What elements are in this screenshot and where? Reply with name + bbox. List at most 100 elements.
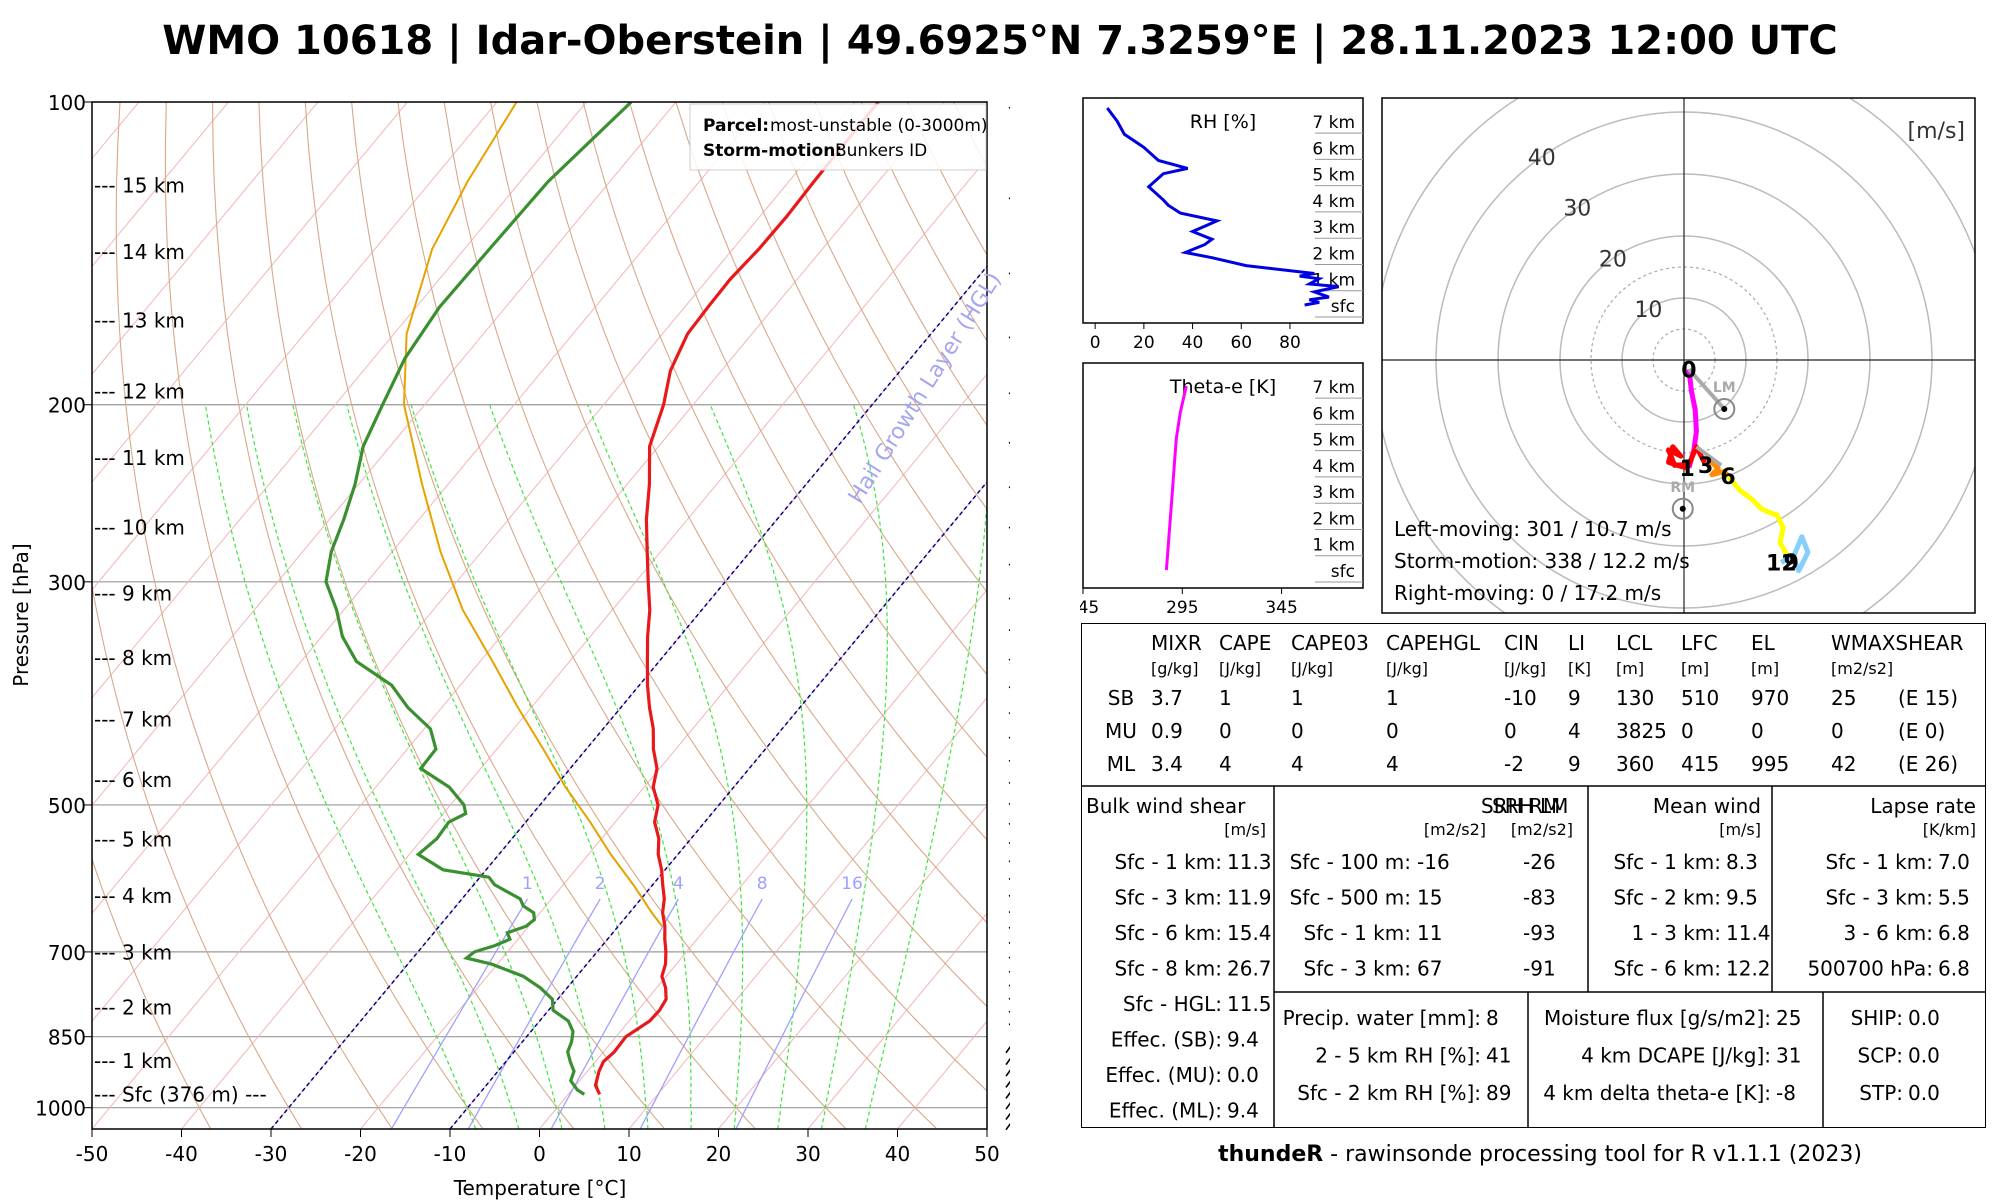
- moist-adiabat: [820, 404, 888, 1129]
- srh-key: Sfc - 3 km:: [1303, 956, 1411, 980]
- lapse-rate-title: Lapse rate: [1870, 794, 1976, 818]
- table-cell: 0: [1681, 719, 1694, 743]
- isotherm: [360, 373, 987, 1129]
- ring-label: 30: [1563, 197, 1591, 222]
- footer-text: - rawinsonde processing tool for R v1.1.…: [1323, 1142, 1862, 1167]
- lapse-rate-value: 5.5: [1938, 885, 1970, 909]
- srh-lm-value: -91: [1523, 956, 1556, 980]
- bulk-shear-value: 9.4: [1227, 1027, 1259, 1051]
- dry-adiabat: [582, 102, 987, 841]
- misc-value: 25: [1776, 1006, 1801, 1030]
- table-unit: [m]: [1751, 659, 1779, 678]
- storm-motion-label: LM: [1713, 380, 1736, 396]
- x-tick-label: 50: [974, 1142, 999, 1166]
- wind-barb: [1008, 486, 1010, 489]
- parcel-legend: Parcel: most-unstable (0-3000m) Storm-mo…: [689, 103, 988, 171]
- height-label: --- 8 km: [94, 646, 172, 670]
- isotherm: [92, 102, 408, 483]
- wind-barb: [1008, 106, 1010, 109]
- wind-barb: [1008, 970, 1010, 973]
- theta-e-profile-panel: Theta-e [K] 7 km 6 km 5 km 4 km 3 km 2 km 1 km s…: [1080, 362, 1364, 618]
- wind-barb: [1008, 629, 1010, 632]
- table-cell: 9: [1568, 752, 1581, 776]
- misc-key: Sfc - 2 km RH [%]:: [1297, 1081, 1481, 1105]
- x-tick-label: 0: [1090, 333, 1101, 353]
- table-unit: [g/kg]: [1151, 659, 1198, 678]
- legend-parcel-key: Parcel:: [703, 116, 769, 136]
- isotherm: [92, 102, 587, 699]
- x-tick-label: -30: [255, 1142, 288, 1166]
- table-cell: 1: [1219, 686, 1232, 710]
- height-tick-label: 2 km: [1312, 244, 1355, 264]
- height-tick-label: 4 km: [1312, 457, 1355, 477]
- y-tick-label: 500: [48, 794, 86, 818]
- dewpoint-curve: [324, 102, 633, 1096]
- height-label: --- 7 km: [94, 707, 172, 731]
- table-cell: 0: [1831, 719, 1844, 743]
- table-cell: 3.4: [1151, 752, 1183, 776]
- skewt-diagram: 1 2 4 8 16 -50 -40 -30 -20 -10 0 10 20 30 40 50 100 200 3…: [9, 91, 1010, 1200]
- table-unit: [m2/s2]: [1831, 659, 1893, 678]
- misc-key: 4 km DCAPE [J/kg]:: [1581, 1043, 1771, 1067]
- index-value: 0.0: [1908, 1081, 1940, 1105]
- wind-barb: [1008, 392, 1010, 395]
- hodograph-panel: 10 20 30 40 0 1 3 6 912 LM RM [m/s] Left-moving: 301…: [1381, 97, 1976, 614]
- x-tick-label: 40: [1182, 333, 1204, 353]
- table-cell: 0: [1291, 719, 1304, 743]
- isotherm: [539, 589, 987, 1129]
- hodograph-marker: 12: [1766, 552, 1797, 577]
- storm-motion-text: Storm-motion: 338 / 12.2 m/s: [1394, 549, 1690, 573]
- table-cell: 0.9: [1151, 719, 1183, 743]
- x-tick-label: 10: [616, 1142, 641, 1166]
- skewt-frame: [91, 101, 988, 1130]
- storm-motion-point: [1713, 397, 1736, 420]
- table-cell: 360: [1616, 752, 1654, 776]
- hgl-isotherm: [270, 265, 987, 1129]
- wind-barb: [1008, 822, 1010, 825]
- bulk-shear-key: Effec. (MU):: [1105, 1063, 1222, 1087]
- storm-motion-label: RM: [1670, 480, 1695, 496]
- height-label: --- 13 km: [94, 309, 185, 333]
- height-label: --- 10 km: [94, 516, 185, 540]
- wind-barb: [1008, 658, 1010, 661]
- hodograph-segment: [1666, 444, 1708, 471]
- skewt-y-label: Pressure [hPa]: [9, 543, 33, 686]
- bulk-shear-value: 11.9: [1227, 885, 1272, 909]
- mean-wind-value: 8.3: [1726, 850, 1758, 874]
- table-cell: 3.7: [1151, 686, 1183, 710]
- table-cell: 130: [1616, 686, 1654, 710]
- table-header: CAPE: [1219, 631, 1271, 655]
- mean-wind-key: Sfc - 1 km:: [1613, 850, 1721, 874]
- lapse-rate-value: 7.0: [1938, 850, 1970, 874]
- height-tick-label: 1 km: [1312, 536, 1355, 556]
- height-tick-label: 3 km: [1312, 483, 1355, 503]
- moist-adiabat: [245, 404, 520, 1129]
- wind-barb: [1008, 956, 1010, 959]
- mean-wind-key: Sfc - 2 km:: [1613, 885, 1721, 909]
- isotherm: [92, 102, 945, 1129]
- height-label: --- 3 km: [94, 941, 172, 965]
- height-tick-label: 6 km: [1312, 139, 1355, 159]
- table-unit: [J/kg]: [1386, 659, 1428, 678]
- table-unit: [m]: [1681, 659, 1709, 678]
- mean-wind-value: 12.2: [1726, 956, 1771, 980]
- bulk-shear-value: 15.4: [1227, 921, 1272, 945]
- table-header: WMAXSHEAR: [1831, 631, 1963, 655]
- storm-motion-text: Left-moving: 301 / 10.7 m/s: [1394, 517, 1672, 541]
- table-header: CAPE03: [1291, 631, 1369, 655]
- x-tick-label: 20: [1133, 333, 1155, 353]
- wind-barb: [1008, 802, 1010, 805]
- x-tick-label: -10: [434, 1142, 467, 1166]
- table-cell: 42: [1831, 752, 1856, 776]
- table-unit: [J/kg]: [1291, 659, 1333, 678]
- table-cell: (E 0): [1898, 719, 1945, 743]
- srh-unit: [m2/s2]: [1423, 820, 1485, 839]
- srh-unit: [m2/s2]: [1510, 820, 1572, 839]
- moist-adiabat: [292, 404, 563, 1129]
- storm-motion-dot: [1679, 505, 1686, 512]
- mixing-ratio-label: 16: [841, 874, 863, 894]
- legend-storm-value: Bunkers ID: [835, 141, 927, 161]
- table-cell: 9: [1568, 686, 1581, 710]
- table-cell: 25: [1831, 686, 1856, 710]
